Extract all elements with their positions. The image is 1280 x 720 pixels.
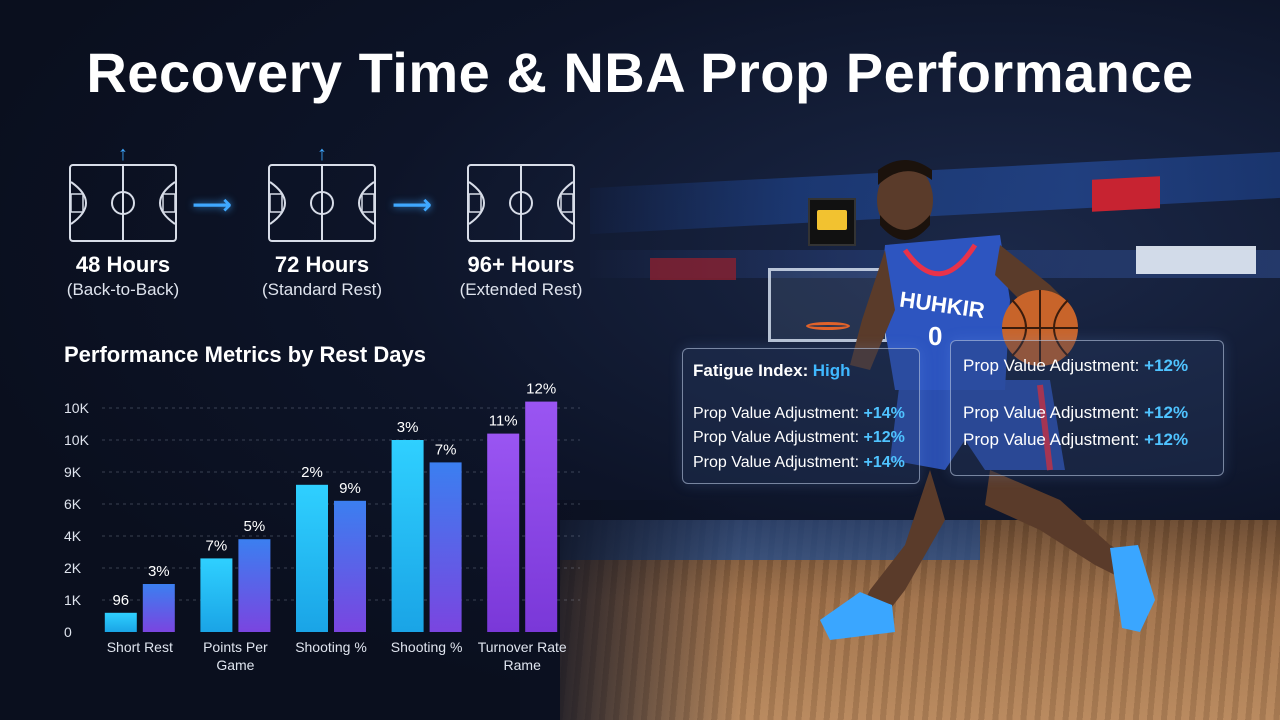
bar-2	[429, 462, 462, 632]
y-tick-label: 9K	[64, 464, 82, 480]
y-tick-label: 2K	[64, 560, 82, 576]
fatigue-value: High	[812, 361, 851, 380]
x-category-label: Game	[216, 657, 254, 673]
basketball-court-icon: ↑	[69, 144, 177, 242]
up-arrow-icon: ↑	[118, 143, 128, 165]
bar-1	[200, 558, 233, 632]
rest-stage-96: 96+ Hours (Extended Rest)	[446, 164, 596, 300]
performance-bar-chart: 0 1K 2K 4K 6K 9K 10K 10K 96 3% Short Rest 7% 5% Point…	[64, 381, 580, 673]
rest-stage-48: ↑ 48 Hours (Back-to-Back)	[48, 144, 198, 300]
basketball-court-icon	[467, 164, 575, 242]
rest-stage-72: ↑ 72 Hours (Standard Rest)	[247, 144, 397, 300]
bar-2	[525, 401, 558, 632]
bar-1	[391, 440, 424, 632]
y-tick-label: 6K	[64, 496, 82, 512]
bar-data-label: 3%	[397, 419, 419, 436]
prop-adjustment-row: Prop Value Adjustment: +12%	[963, 356, 1189, 375]
x-category-label: Shooting %	[295, 639, 367, 655]
bar-1	[296, 484, 328, 632]
bar-data-label: 96	[112, 592, 129, 609]
page-title: Recovery Time & NBA Prop Performance	[86, 41, 1194, 104]
bar-data-label: 3%	[148, 563, 170, 580]
right-arrow-icon: ⟶	[392, 189, 433, 220]
prop-adjustment-row: Prop Value Adjustment: +14%	[693, 405, 905, 422]
prop-adjustment-row: Prop Value Adjustment: +12%	[963, 403, 1189, 422]
svg-text:0: 0	[928, 321, 942, 351]
y-tick-label: 10K	[64, 432, 90, 448]
y-tick-label: 10K	[64, 400, 90, 416]
bar-1	[487, 433, 520, 632]
x-category-label: Shooting %	[391, 639, 463, 655]
stage-label: (Extended Rest)	[459, 280, 583, 299]
stage-label: (Standard Rest)	[262, 280, 382, 299]
arena-white-sign	[1136, 246, 1256, 274]
x-category-label: Turnover Rate	[478, 639, 567, 655]
fatigue-label: Fatigue Index:	[693, 361, 809, 380]
shot-clock	[808, 198, 856, 246]
stage-label: (Back-to-Back)	[66, 280, 180, 299]
x-category-label: Short Rest	[107, 639, 173, 655]
right-arrow-icon: ⟶	[192, 189, 233, 220]
prop-value-card: Prop Value Adjustment: +12% Prop Value A…	[950, 340, 1224, 476]
x-category-label: Points Per	[203, 639, 268, 655]
bar-data-label: 5%	[244, 518, 266, 535]
prop-adjustment-row: Prop Value Adjustment: +12%	[963, 430, 1189, 449]
fatigue-card: Fatigue Index: High Prop Value Adjustmen…	[682, 348, 920, 484]
bar-data-label: 12%	[526, 381, 556, 398]
prop-adjustment-row: Prop Value Adjustment: +12%	[693, 429, 905, 446]
chart-title: Performance Metrics by Rest Days	[64, 342, 426, 367]
y-tick-label: 4K	[64, 528, 82, 544]
arena-red-sign	[650, 258, 736, 280]
bar-data-label: 9%	[339, 480, 361, 497]
bar-data-label: 11%	[489, 413, 518, 430]
bar-data-label: 2%	[301, 464, 323, 481]
bar-2	[238, 539, 271, 632]
prop-adjustment-row: Prop Value Adjustment: +14%	[693, 454, 905, 471]
bar-data-label: 7%	[435, 441, 457, 458]
bar-2	[142, 584, 175, 632]
bar-2	[334, 500, 366, 632]
bar-1	[104, 612, 137, 632]
basketball-rim	[806, 322, 850, 330]
up-arrow-icon: ↑	[317, 143, 327, 165]
stage-hours: 48 Hours	[75, 252, 171, 277]
y-tick-label: 0	[64, 624, 72, 640]
basketball-court-icon: ↑	[268, 144, 376, 242]
stage-hours: 96+ Hours	[467, 252, 575, 277]
stage-hours: 72 Hours	[274, 252, 370, 277]
x-category-label: Rame	[504, 657, 542, 673]
bar-data-label: 7%	[206, 537, 228, 554]
y-tick-label: 1K	[64, 592, 82, 608]
